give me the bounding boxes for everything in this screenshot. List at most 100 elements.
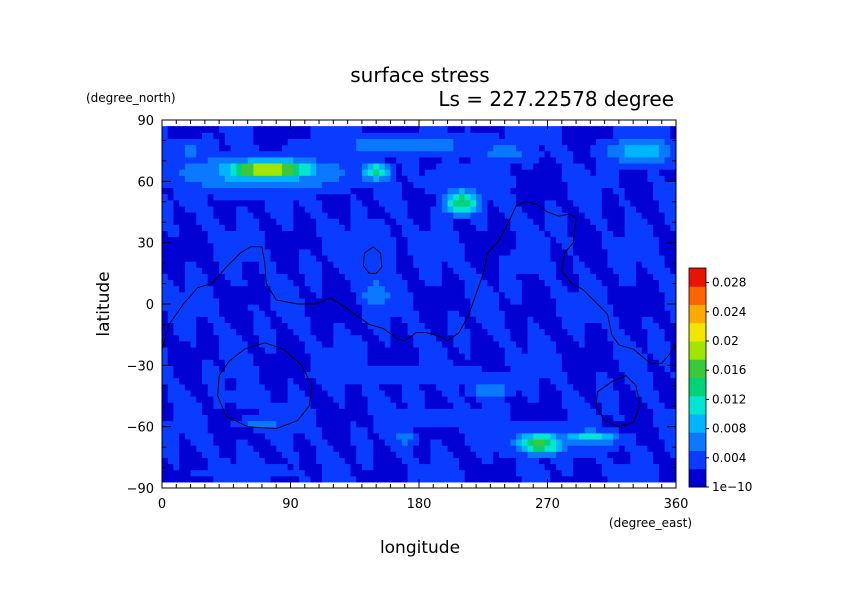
heat-cell <box>247 304 254 311</box>
heat-cell <box>207 457 214 465</box>
heat-cell <box>441 359 449 366</box>
heat-cell <box>213 304 220 311</box>
heat-cell <box>670 242 676 250</box>
heat-cell <box>356 365 363 373</box>
heat-cell <box>276 377 283 385</box>
heat-cell <box>401 414 409 422</box>
heat-cell <box>287 175 294 182</box>
heat-cell <box>384 150 392 158</box>
heat-cell <box>630 469 637 477</box>
heat-cell <box>304 408 312 415</box>
heat-cell <box>264 389 272 397</box>
heat-cell <box>658 273 666 281</box>
heat-cell <box>538 365 546 373</box>
heat-cell <box>464 420 471 428</box>
heat-cell <box>504 316 511 323</box>
heat-cell <box>356 402 363 409</box>
heat-cell <box>310 279 317 287</box>
heat-cell <box>230 162 237 170</box>
heat-cell <box>304 199 312 207</box>
heat-cell <box>544 291 551 299</box>
heat-cell <box>270 236 277 244</box>
heat-cell <box>173 383 180 391</box>
heat-cell <box>470 261 477 268</box>
heat-cell <box>504 396 511 403</box>
heat-cell <box>373 334 380 342</box>
heat-cell <box>538 279 546 287</box>
heat-cell <box>653 377 660 385</box>
heat-cell <box>270 248 277 256</box>
heat-cell <box>453 181 460 189</box>
heat-cell <box>316 242 323 250</box>
heat-cell <box>658 181 666 189</box>
heat-cell <box>647 162 654 170</box>
heat-cell <box>498 304 506 311</box>
heat-cell <box>333 359 340 366</box>
heat-cell <box>584 297 591 305</box>
heat-cell <box>510 162 517 170</box>
heat-cell <box>356 310 363 317</box>
heat-cell <box>384 212 392 219</box>
heat-cell <box>658 193 666 201</box>
heat-cell <box>653 365 660 373</box>
heat-cell <box>464 291 471 299</box>
heat-cell <box>327 438 334 446</box>
heat-cell <box>361 334 369 342</box>
heat-cell <box>281 162 289 170</box>
heat-cell <box>396 353 403 360</box>
heat-cell <box>167 432 175 440</box>
heat-cell <box>230 438 237 446</box>
heat-cell <box>350 205 357 213</box>
heat-cell <box>396 187 403 195</box>
heat-cell <box>510 248 517 256</box>
heat-cell <box>401 365 409 373</box>
heat-cell <box>658 242 666 250</box>
heat-cell <box>544 175 551 182</box>
heat-cell <box>498 451 506 458</box>
heat-cell <box>379 438 386 446</box>
heat-cell <box>333 475 340 483</box>
heat-cell <box>179 181 186 189</box>
heat-cell <box>658 396 666 403</box>
heat-cell <box>173 408 180 415</box>
heat-cell <box>190 291 197 299</box>
heat-cell <box>458 316 466 323</box>
heat-cell <box>230 383 237 391</box>
heat-cell <box>573 322 580 330</box>
heat-cell <box>510 396 517 403</box>
heat-cell <box>373 383 380 391</box>
heat-cell <box>236 273 243 281</box>
heat-cell <box>527 212 534 219</box>
heat-cell <box>253 212 260 219</box>
heat-cell <box>550 359 557 366</box>
heat-cell <box>464 432 471 440</box>
heat-cell <box>167 175 175 182</box>
heat-cell <box>299 236 306 244</box>
heat-cell <box>430 346 437 354</box>
heat-cell <box>281 205 289 213</box>
heat-cell <box>219 408 226 415</box>
heat-cell <box>493 156 500 164</box>
heat-cell <box>533 162 540 170</box>
heat-cell <box>458 199 466 207</box>
heat-cell <box>510 150 517 158</box>
heat-cell <box>447 414 454 422</box>
heat-cell <box>162 267 169 274</box>
heat-cell <box>658 248 666 256</box>
heat-cell <box>179 445 186 452</box>
heat-cell <box>333 150 340 158</box>
heat-cell <box>618 291 626 299</box>
heat-cell <box>259 199 266 207</box>
heat-cell <box>327 224 334 231</box>
heat-cell <box>481 445 489 452</box>
heat-cell <box>287 144 294 152</box>
heat-cell <box>578 359 586 366</box>
heat-cell <box>430 205 437 213</box>
heat-cell <box>550 310 557 317</box>
heat-cell <box>304 279 312 287</box>
heat-cell <box>407 396 414 403</box>
heat-cell <box>356 451 363 458</box>
heat-cell <box>556 316 563 323</box>
heat-cell <box>527 254 534 262</box>
heat-cell <box>470 205 477 213</box>
